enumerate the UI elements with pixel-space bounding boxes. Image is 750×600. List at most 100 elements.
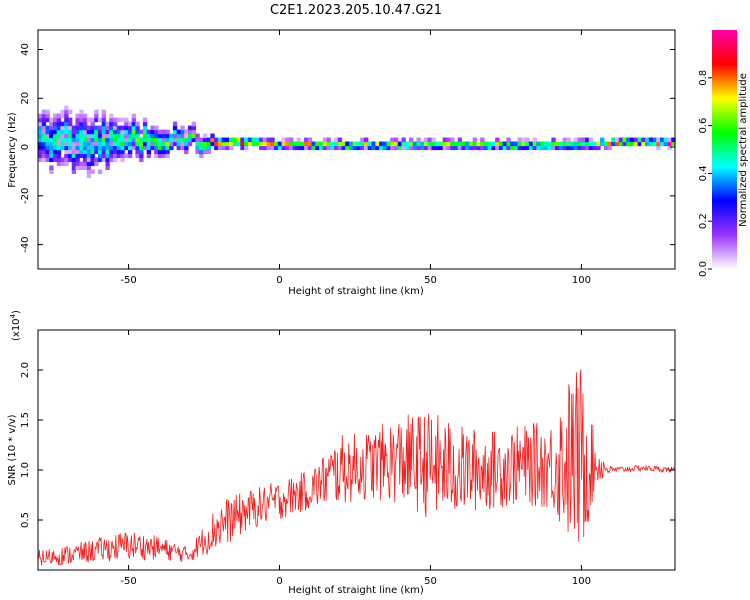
spectrogram-cell: [585, 137, 590, 143]
spectrogram-cell: [330, 141, 335, 147]
spectrogram-cell: [56, 149, 62, 155]
spectrogram-cell: [401, 141, 406, 147]
spectrogram-cell: [322, 137, 328, 143]
spectrogram-cell: [71, 133, 77, 139]
spectrogram-cell: [64, 129, 69, 135]
spectrogram-cell: [127, 149, 133, 155]
spectrogram-cell: [124, 121, 129, 127]
spectrogram-cell: [64, 153, 69, 159]
spectrogram-cell: [180, 141, 185, 147]
spectrogram-cell: [262, 145, 268, 151]
spectrogram-cell: [600, 137, 605, 143]
spectrogram-cell: [120, 125, 125, 131]
spectrogram-cell: [236, 137, 241, 143]
spectrogram-cell: [112, 121, 118, 127]
spectrogram-cell: [202, 133, 208, 139]
spectrogram-cell: [236, 141, 241, 147]
spectrogram-cell: [139, 153, 144, 159]
spectrogram-cell: [101, 121, 107, 127]
spectrogram-cell: [75, 117, 80, 123]
spectrogram-cell: [585, 141, 590, 147]
spectrogram-cell: [386, 145, 391, 151]
spectrogram-cell: [307, 145, 313, 151]
spectrogram-cell: [45, 117, 50, 123]
y-tick-label: 0: [20, 144, 31, 150]
spectrogram-cell: [667, 141, 672, 147]
spectrogram-cell: [382, 145, 388, 151]
spectrogram-cell: [172, 137, 178, 143]
spectrogram-cell: [64, 125, 69, 131]
spectrogram-cell: [131, 137, 137, 143]
spectrogram-cell: [255, 141, 260, 147]
spectrogram-cell: [570, 145, 575, 151]
spectrogram-cell: [199, 141, 204, 147]
spectrogram-cell: [603, 145, 609, 151]
spectrogram-cell: [60, 133, 65, 139]
spectrogram-cell: [513, 145, 519, 151]
spectrogram-cell: [581, 137, 586, 143]
spectrogram-cell: [86, 137, 92, 143]
spectrogram-cell: [86, 157, 92, 163]
spectrogram-cell: [127, 145, 133, 151]
spectrogram-cell: [296, 137, 301, 143]
spectrogram-cell: [660, 137, 665, 143]
spectrogram-cell: [480, 137, 485, 143]
spectrogram-cell: [401, 137, 406, 143]
spectrogram-cell: [64, 117, 69, 123]
spectrogram-cell: [300, 141, 305, 147]
spectrogram-cell: [281, 137, 286, 143]
spectrogram-cell: [540, 141, 545, 147]
spectrogram-cell: [94, 141, 99, 147]
spectrogram-cell: [112, 129, 118, 135]
spectrogram-cell: [326, 141, 331, 147]
spectrogram-cell: [131, 121, 137, 127]
spectrogram-cell: [52, 133, 58, 139]
spectrogram-cell: [165, 141, 170, 147]
spectrogram-cell: [315, 145, 320, 151]
spectrogram-cell: [86, 153, 92, 159]
spectrogram-cell: [64, 149, 69, 155]
spectrogram-cell: [577, 145, 582, 151]
spectrogram-cell: [435, 141, 440, 147]
spectrogram-cell: [588, 137, 594, 143]
spectrogram-cell: [457, 141, 463, 147]
spectrogram-cell: [79, 145, 84, 151]
spectrogram-cell: [476, 145, 481, 151]
spectrogram-cell: [131, 125, 137, 131]
spectrogram-cell: [82, 145, 88, 151]
spectrogram-cell: [79, 133, 84, 139]
spectrogram-cell: [82, 117, 88, 123]
spectrogram-cell: [52, 113, 58, 119]
spectrogram-cell: [56, 121, 62, 127]
spectrogram-cell: [45, 153, 50, 159]
colorbar-label: Normalized spectral amplitude: [738, 73, 749, 227]
spectrogram-cell: [371, 145, 376, 151]
spectrogram-cell: [495, 137, 500, 143]
spectrogram-cell: [116, 137, 122, 143]
spectrogram-cell: [472, 145, 478, 151]
spectrogram-cell: [476, 141, 481, 147]
spectrogram-cell: [97, 153, 103, 159]
spectrogram-cell: [38, 121, 43, 127]
spectrogram-cell: [375, 145, 380, 151]
spectrogram-cell: [52, 129, 58, 135]
spectrogram-cell: [289, 141, 294, 147]
spectrogram-cell: [86, 133, 92, 139]
spectrogram-cell: [52, 141, 58, 147]
spectrogram-cell: [408, 137, 414, 143]
spectrogram-cell: [82, 129, 88, 135]
spectrogram-cell: [172, 121, 178, 127]
spectrogram-cell: [124, 145, 129, 151]
spectrogram-cell: [82, 133, 88, 139]
spectrogram-cell: [112, 125, 118, 131]
spectrogram-cell: [146, 149, 152, 155]
spectrogram-cell: [109, 113, 114, 119]
spectrogram-cell: [217, 145, 223, 151]
y-tick-label: 40: [20, 43, 31, 56]
spectrogram-cell: [67, 141, 73, 147]
spectrogram-cell: [49, 145, 54, 151]
spectrogram-cell: [457, 137, 463, 143]
spectrogram-cell: [49, 117, 54, 123]
spectrogram-cell: [38, 137, 43, 143]
spectrogram-cell: [180, 125, 185, 131]
